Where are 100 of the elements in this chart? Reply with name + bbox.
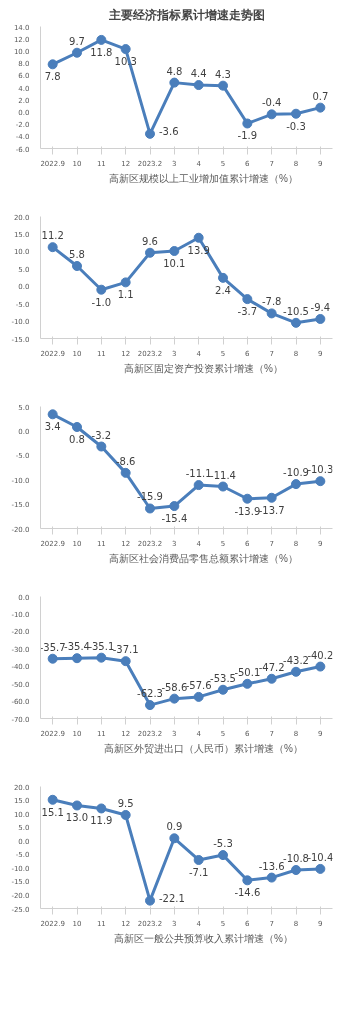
data-label: -3.6 bbox=[159, 125, 179, 137]
point bbox=[72, 653, 82, 664]
data-label: 2.4 bbox=[215, 284, 231, 296]
point bbox=[193, 854, 204, 865]
data-label: -13.7 bbox=[258, 504, 285, 516]
point bbox=[169, 77, 180, 88]
point bbox=[315, 863, 326, 874]
point bbox=[72, 800, 82, 811]
data-label: 9.6 bbox=[142, 235, 158, 247]
data-label: 0.8 bbox=[69, 434, 85, 445]
point bbox=[120, 277, 131, 288]
data-label: 11.2 bbox=[41, 230, 64, 242]
data-label: -0.4 bbox=[261, 97, 282, 109]
data-label: 5.8 bbox=[69, 249, 85, 260]
point bbox=[242, 118, 253, 129]
data-label: -14.6 bbox=[234, 887, 261, 899]
point bbox=[291, 317, 301, 328]
point bbox=[47, 242, 58, 253]
point bbox=[96, 803, 107, 814]
data-label: -35.4 bbox=[64, 641, 90, 653]
data-label: -10.4 bbox=[307, 851, 334, 863]
point bbox=[193, 691, 204, 702]
point bbox=[47, 59, 58, 70]
point bbox=[266, 673, 277, 684]
data-label: -7.1 bbox=[188, 866, 209, 878]
point bbox=[266, 872, 277, 883]
point bbox=[169, 501, 180, 512]
data-label: 13.0 bbox=[65, 812, 89, 824]
data-label: -0.3 bbox=[286, 120, 306, 132]
chart-title: 主要经济指标累计增速走势图 bbox=[107, 7, 265, 22]
point bbox=[169, 246, 180, 256]
point bbox=[291, 666, 301, 677]
point bbox=[291, 865, 301, 875]
data-label: 10.1 bbox=[163, 258, 186, 270]
point bbox=[315, 102, 326, 113]
point bbox=[96, 284, 107, 295]
text: 高新区一般公共预算收入累计增速（%） bbox=[114, 932, 293, 946]
point bbox=[145, 895, 155, 906]
point bbox=[218, 272, 228, 283]
data-label: -40.2 bbox=[307, 649, 334, 661]
data-label: -5.3 bbox=[213, 838, 233, 850]
point bbox=[315, 313, 326, 324]
point bbox=[242, 875, 253, 886]
point bbox=[72, 261, 82, 271]
point bbox=[145, 700, 155, 711]
data-label: -47.2 bbox=[258, 661, 285, 673]
data-label: -50.1 bbox=[234, 666, 261, 678]
point bbox=[72, 422, 82, 432]
point bbox=[193, 480, 204, 491]
point bbox=[169, 833, 180, 844]
point bbox=[47, 409, 58, 420]
point bbox=[291, 108, 301, 119]
point bbox=[47, 653, 58, 664]
point bbox=[96, 441, 107, 452]
point bbox=[242, 678, 253, 689]
data-label: -7.8 bbox=[261, 296, 282, 308]
point bbox=[266, 492, 277, 503]
point bbox=[242, 294, 253, 305]
point bbox=[193, 80, 204, 91]
data-label: 4.3 bbox=[215, 68, 231, 80]
data-label: -15.4 bbox=[161, 513, 188, 525]
point bbox=[315, 476, 326, 487]
point bbox=[120, 656, 131, 667]
point bbox=[218, 80, 228, 91]
data-label: 11.8 bbox=[90, 46, 113, 58]
point bbox=[120, 44, 131, 55]
point bbox=[242, 493, 253, 504]
data-label: -13.9 bbox=[234, 505, 261, 517]
point bbox=[169, 693, 180, 704]
data-label: 0.9 bbox=[166, 821, 183, 833]
data-label: -10.9 bbox=[283, 467, 309, 479]
data-label: 4.8 bbox=[166, 65, 183, 77]
point bbox=[120, 467, 131, 478]
data-label: 9.7 bbox=[69, 35, 85, 47]
data-label: -11.4 bbox=[210, 469, 236, 481]
point bbox=[145, 503, 155, 514]
point bbox=[266, 308, 277, 319]
point bbox=[266, 109, 277, 120]
point bbox=[315, 661, 326, 672]
data-label: -58.6 bbox=[161, 681, 188, 693]
text: 高新区外贸进出口（人民币）累计增速（%） bbox=[104, 742, 303, 756]
data-label: -11.1 bbox=[185, 468, 212, 480]
data-label: 15.1 bbox=[41, 806, 64, 818]
data-label: -37.1 bbox=[112, 644, 139, 656]
data-label: 3.4 bbox=[44, 421, 61, 433]
point bbox=[96, 652, 107, 663]
data-label: -53.5 bbox=[210, 672, 236, 684]
point bbox=[218, 481, 228, 492]
point bbox=[145, 128, 155, 139]
data-label: -22.1 bbox=[159, 892, 185, 904]
point bbox=[193, 232, 204, 243]
point bbox=[218, 684, 228, 695]
point bbox=[72, 47, 82, 58]
data-label: 11.9 bbox=[90, 815, 113, 827]
text: 高新区社会消费品零售总额累计增速（%） bbox=[109, 552, 298, 566]
data-label: -13.6 bbox=[258, 860, 285, 872]
point bbox=[120, 809, 131, 820]
data-label: -35.1 bbox=[88, 640, 115, 652]
data-label: -10.8 bbox=[283, 853, 309, 864]
data-label: 4.4 bbox=[190, 68, 207, 80]
